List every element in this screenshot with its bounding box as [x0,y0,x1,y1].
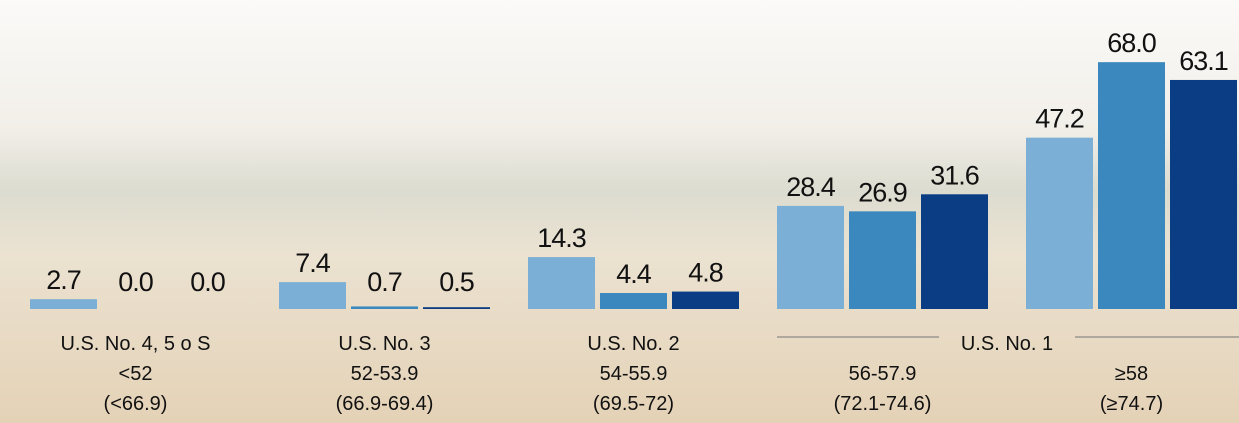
bar [30,299,97,309]
category-label: (66.9-69.4) [336,393,434,415]
bar [423,307,490,309]
plot: 2.7 7.4 14.3 28.4 47.2 0.0 0.7 4.4 26.9 68.0 0.0 0.… [30,28,1239,415]
value-label: 4.8 [688,258,723,288]
bar [849,211,916,309]
value-label: 4.4 [616,259,652,289]
category-label: U.S. No. 2 [587,333,679,355]
value-label: 14.3 [537,223,586,253]
bar [921,194,988,309]
category-label: ≥58 [1115,363,1148,385]
value-label: 0.0 [190,267,225,297]
category-label: 54-55.9 [600,363,668,385]
category-label: (72.1-74.6) [834,393,932,415]
category-label: 56-57.9 [849,363,917,385]
bar [351,306,418,309]
value-label: 26.9 [858,177,907,207]
value-label: 0.0 [118,267,153,297]
value-label: 0.5 [439,267,474,297]
category-label: (≥74.7) [1100,393,1163,415]
bar [1026,137,1093,309]
group-label: U.S. No. 1 [961,333,1053,355]
value-label: 63.1 [1179,46,1228,76]
value-label: 68.0 [1107,28,1156,58]
value-label: 31.6 [930,160,979,190]
category-label: U.S. No. 3 [338,333,430,355]
bar [777,205,844,309]
category-label: (<66.9) [104,393,168,415]
value-label: 7.4 [295,248,331,278]
category-label: <52 [119,363,153,385]
category-label: U.S. No. 4, 5 o S [60,333,210,355]
bar [600,293,667,309]
bar [1098,62,1165,309]
value-label: 2.7 [46,265,81,295]
bar [279,282,346,309]
value-label: 28.4 [786,172,836,202]
bar [528,257,595,309]
bar [672,291,739,309]
bar [1170,79,1237,310]
value-label: 0.7 [367,267,402,297]
category-label: 52-53.9 [351,363,419,385]
category-label: (69.5-72) [593,393,674,415]
value-label: 47.2 [1035,104,1084,134]
